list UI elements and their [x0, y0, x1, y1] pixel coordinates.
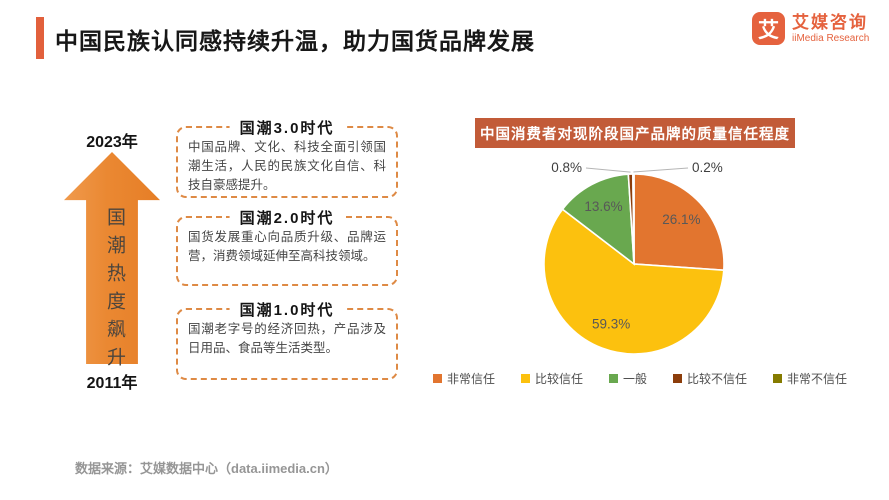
- pie-data-label: 0.8%: [551, 160, 582, 175]
- pie-slice-非常信任: [633, 173, 725, 272]
- pie-label-leader-line: [585, 167, 631, 173]
- data-source-note: 数据来源：艾媒数据中心（data.iimedia.cn）: [75, 461, 338, 476]
- pie-label-leader-line: [633, 167, 689, 173]
- timeline-year-top: 2023年: [86, 134, 138, 151]
- era-description: 国潮老字号的经济回热，产品涉及日用品、食品等生活类型。: [188, 322, 386, 355]
- pie-slice-一般: [561, 173, 635, 266]
- legend-swatch-icon: [432, 374, 442, 383]
- legend-swatch-icon: [520, 374, 530, 383]
- pie-slice-比较信任: [543, 208, 725, 355]
- legend-item-非常不信任: 非常不信任: [773, 370, 847, 387]
- legend-label: 比较信任: [534, 372, 583, 386]
- legend-item-比较信任: 比较信任: [520, 370, 583, 387]
- legend-label: 一般: [622, 372, 647, 386]
- legend-label: 非常信任: [446, 372, 495, 386]
- page-title: 中国民族认同感持续升温，助力国货品牌发展: [55, 28, 535, 54]
- era-box-1.0: 国潮1.0时代 国潮老字号的经济回热，产品涉及日用品、食品等生活类型。: [176, 299, 398, 380]
- legend-item-非常信任: 非常信任: [432, 370, 495, 387]
- legend-label: 比较不信任: [687, 372, 748, 386]
- era-title: 国潮3.0时代: [229, 117, 345, 138]
- logo-name-cn: 艾媒咨询: [792, 13, 868, 32]
- era-description: 中国品牌、文化、科技全面引领国潮生活，人民的民族文化自信、科技自豪感提升。: [188, 140, 386, 192]
- era-title: 国潮1.0时代: [229, 299, 345, 320]
- logo-text: 艾媒咨询 iiMedia Research: [792, 12, 869, 45]
- era-title: 国潮2.0时代: [229, 207, 345, 228]
- legend-swatch-icon: [773, 374, 783, 383]
- timeline-year-bottom: 2011年: [86, 375, 138, 392]
- pie-data-label: 26.1%: [662, 212, 700, 227]
- legend-label: 非常不信任: [787, 372, 848, 386]
- era-description: 国货发展重心向品质升级、品牌运营，消费领域延伸至高科技领域。: [188, 230, 386, 263]
- logo-name-en: iiMedia Research: [792, 32, 870, 44]
- pie-data-label: 13.6%: [584, 199, 622, 214]
- trust-pie-chart: 26.1% 59.3% 13.6% 0.8% 0.2%: [543, 160, 725, 355]
- chart-legend: 非常信任 比较信任 一般 比较不信任 非常不信任: [425, 370, 855, 387]
- legend-item-比较不信任: 比较不信任: [673, 370, 747, 387]
- legend-item-一般: 一般: [608, 370, 647, 387]
- pie-slice-非常不信任: [632, 173, 635, 265]
- pie-data-label: 59.3%: [592, 317, 630, 332]
- title-accent-bar: [36, 17, 44, 59]
- era-box-3.0: 国潮3.0时代 中国品牌、文化、科技全面引领国潮生活，人民的民族文化自信、科技自…: [176, 117, 398, 198]
- legend-swatch-icon: [608, 374, 618, 383]
- legend-swatch-icon: [673, 374, 682, 383]
- iimedia-logo: 艾 艾媒咨询 iiMedia Research: [752, 12, 869, 45]
- era-box-2.0: 国潮2.0时代 国货发展重心向品质升级、品牌运营，消费领域延伸至高科技领域。: [176, 207, 398, 286]
- arrow-vertical-label: 国潮热度飙升: [104, 207, 125, 375]
- chart-title-banner: 中国消费者对现阶段国产品牌的质量信任程度: [475, 118, 795, 148]
- pie-data-label: 0.2%: [692, 160, 723, 175]
- iimedia-logo-icon: 艾: [752, 12, 785, 45]
